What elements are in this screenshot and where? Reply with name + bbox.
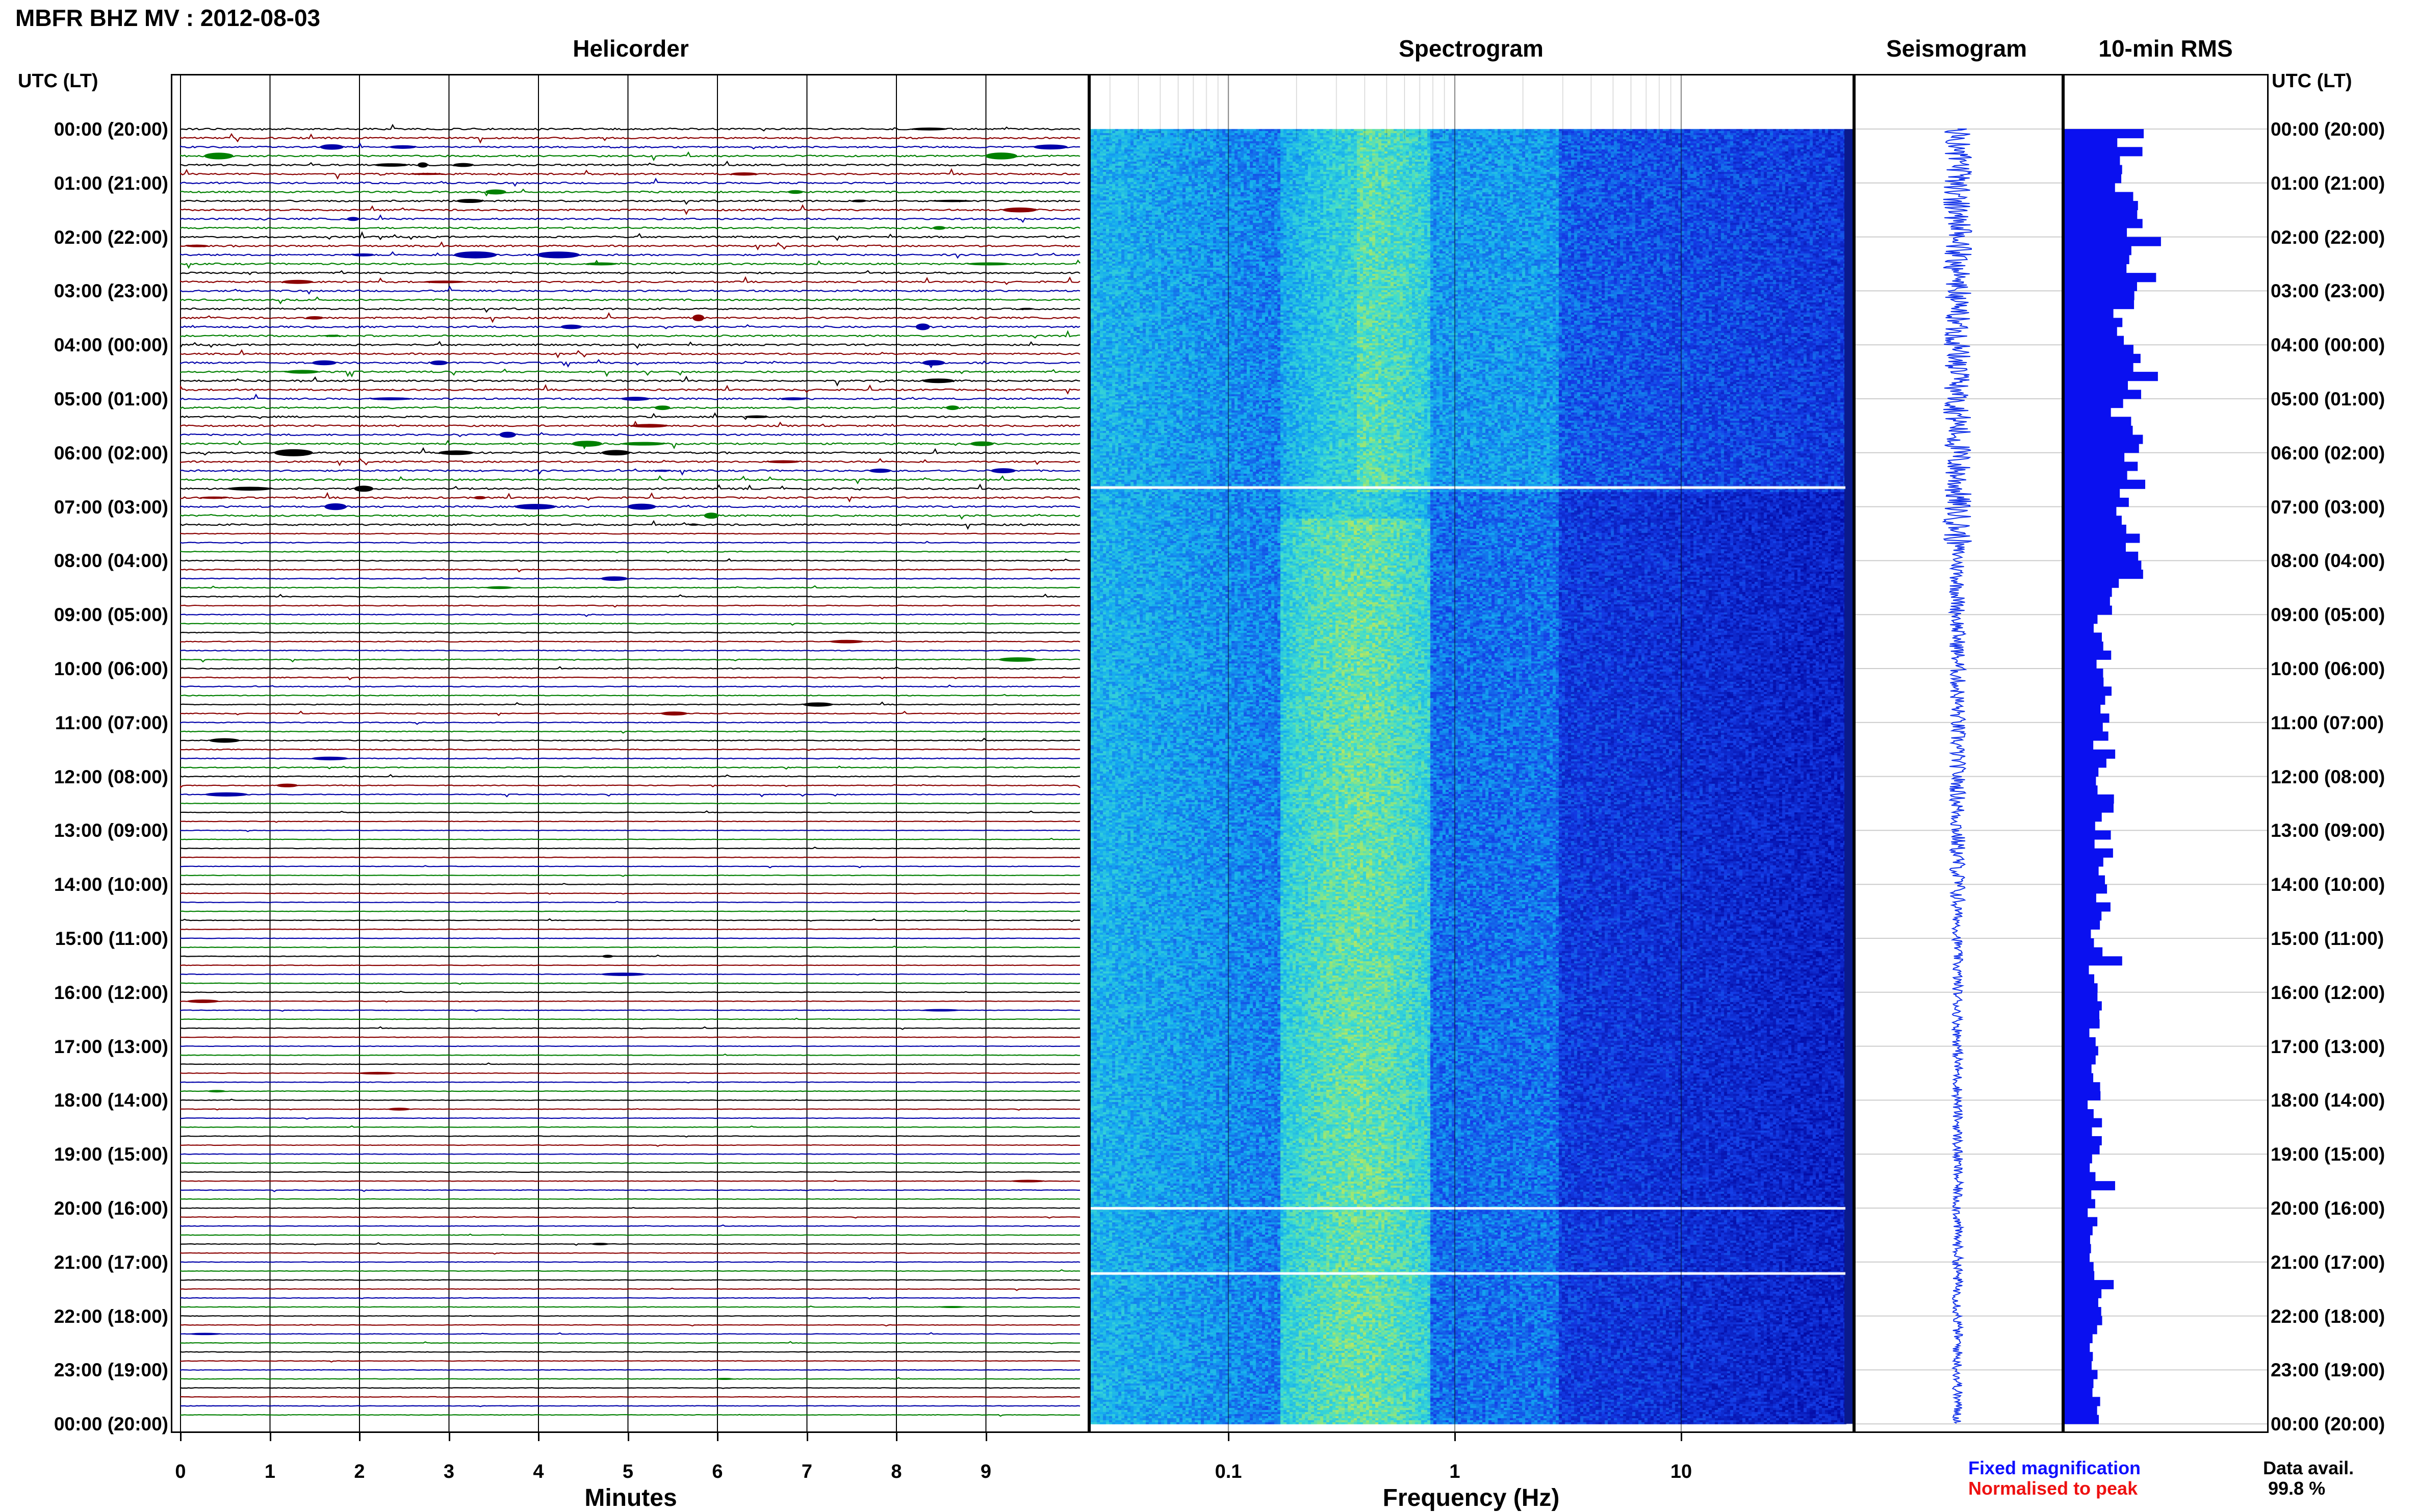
minute-tick	[806, 1433, 808, 1441]
data-availability-label: Data avail.	[2263, 1457, 2354, 1478]
minute-tick	[985, 1433, 987, 1441]
time-label-right: 10:00 (06:00)	[2271, 658, 2385, 679]
time-label-left: 05:00 (01:00)	[54, 389, 168, 409]
seismogram-trace	[1856, 129, 2062, 1425]
frequency-tick-label: 0.1	[1215, 1461, 1242, 1482]
minute-tick-label: 8	[891, 1461, 902, 1482]
helicorder-title: Helicorder	[573, 35, 689, 62]
minute-tick	[538, 1433, 539, 1441]
time-label-left: 17:00 (13:00)	[54, 1036, 168, 1057]
helicorder-traces	[179, 75, 1081, 1431]
time-label-right: 17:00 (13:00)	[2271, 1036, 2385, 1057]
minute-tick	[896, 1433, 897, 1441]
time-label-left: 01:00 (21:00)	[54, 172, 168, 194]
legend-fixed-magnification: Fixed magnification	[1968, 1457, 2141, 1478]
minute-tick-label: 1	[264, 1461, 276, 1482]
spectrogram-panel	[1089, 74, 1854, 1433]
time-label-right: 05:00 (01:00)	[2271, 389, 2385, 409]
rms-panel	[2063, 74, 2269, 1433]
seismogram-panel	[1854, 74, 2063, 1433]
time-label-left: 00:00 (20:00)	[54, 119, 168, 140]
time-label-right: 09:00 (05:00)	[2271, 604, 2385, 626]
time-label-left: 02:00 (22:00)	[54, 226, 168, 248]
frequency-tick	[1228, 1433, 1229, 1441]
rms-bars	[2065, 129, 2267, 1425]
page-title: MBFR BHZ MV : 2012-08-03	[15, 5, 321, 31]
time-label-right: 14:00 (10:00)	[2271, 874, 2385, 895]
time-label-left: 07:00 (03:00)	[54, 496, 168, 518]
utc-lt-header-right: UTC (LT)	[2272, 70, 2352, 92]
minute-tick-label: 2	[354, 1461, 365, 1482]
time-label-right: 08:00 (04:00)	[2271, 550, 2385, 572]
time-label-right: 16:00 (12:00)	[2271, 982, 2385, 1003]
time-label-left: 12:00 (08:00)	[54, 766, 168, 787]
time-label-left: 20:00 (16:00)	[54, 1198, 168, 1219]
spectrogram-title: Spectrogram	[1399, 35, 1544, 62]
time-label-left: 14:00 (10:00)	[54, 874, 168, 895]
minute-tick	[717, 1433, 718, 1441]
time-label-left: 06:00 (02:00)	[54, 442, 168, 464]
time-label-left: 15:00 (11:00)	[55, 928, 168, 949]
time-label-left: 19:00 (15:00)	[54, 1144, 168, 1165]
time-label-right: 13:00 (09:00)	[2271, 820, 2385, 841]
time-label-left: 22:00 (18:00)	[54, 1305, 168, 1327]
time-label-right: 00:00 (20:00)	[2271, 1414, 2385, 1435]
frequency-tick	[1454, 1433, 1456, 1441]
minute-tick	[180, 1433, 182, 1441]
time-label-right: 21:00 (17:00)	[2271, 1251, 2385, 1273]
minute-tick-label: 7	[801, 1461, 813, 1482]
time-label-left: 03:00 (23:00)	[54, 280, 168, 302]
utc-lt-header-left: UTC (LT)	[18, 70, 98, 92]
time-label-right: 00:00 (20:00)	[2271, 119, 2385, 140]
legend-normalised-to-peak: Normalised to peak	[1968, 1478, 2138, 1499]
time-label-left: 13:00 (09:00)	[54, 820, 168, 841]
time-label-right: 02:00 (22:00)	[2271, 226, 2385, 248]
time-label-right: 03:00 (23:00)	[2271, 280, 2385, 302]
time-label-right: 23:00 (19:00)	[2271, 1360, 2385, 1381]
time-label-left: 18:00 (14:00)	[54, 1090, 168, 1111]
time-label-right: 12:00 (08:00)	[2271, 766, 2385, 787]
time-label-right: 18:00 (14:00)	[2271, 1090, 2385, 1111]
time-label-left: 16:00 (12:00)	[54, 982, 168, 1003]
minute-tick-label: 3	[443, 1461, 455, 1482]
data-availability-value: 99.8 %	[2268, 1478, 2326, 1499]
time-label-right: 06:00 (02:00)	[2271, 442, 2385, 464]
minute-tick-label: 4	[533, 1461, 544, 1482]
frequency-tick-label: 10	[1670, 1461, 1692, 1482]
frequency-axis-title: Frequency (Hz)	[1382, 1484, 1560, 1511]
frequency-tick	[1681, 1433, 1682, 1441]
time-label-right: 15:00 (11:00)	[2271, 928, 2384, 949]
minutes-axis-title: Minutes	[584, 1484, 677, 1511]
minute-tick	[448, 1433, 450, 1441]
time-label-right: 01:00 (21:00)	[2271, 172, 2385, 194]
helicorder-panel	[171, 74, 1089, 1433]
rms-title: 10-min RMS	[2098, 35, 2233, 62]
time-label-right: 11:00 (07:00)	[2271, 712, 2384, 733]
minute-tick-label: 5	[622, 1461, 634, 1482]
time-label-left: 10:00 (06:00)	[54, 658, 168, 679]
time-label-left: 00:00 (20:00)	[54, 1414, 168, 1435]
minute-tick-label: 9	[980, 1461, 992, 1482]
minute-tick	[269, 1433, 271, 1441]
time-label-right: 04:00 (00:00)	[2271, 335, 2385, 356]
time-label-right: 22:00 (18:00)	[2271, 1305, 2385, 1327]
minute-tick	[627, 1433, 629, 1441]
time-label-left: 11:00 (07:00)	[55, 712, 168, 733]
time-label-left: 04:00 (00:00)	[54, 335, 168, 356]
frequency-tick-label: 1	[1449, 1461, 1460, 1482]
minute-tick	[359, 1433, 361, 1441]
spectrogram-image	[1091, 75, 1853, 1431]
time-label-right: 20:00 (16:00)	[2271, 1198, 2385, 1219]
time-label-left: 23:00 (19:00)	[54, 1360, 168, 1381]
seismogram-title: Seismogram	[1886, 35, 2027, 62]
minute-tick-label: 0	[175, 1461, 186, 1482]
time-label-left: 21:00 (17:00)	[54, 1251, 168, 1273]
time-label-left: 09:00 (05:00)	[54, 604, 168, 626]
minute-tick-label: 6	[712, 1461, 723, 1482]
time-label-right: 07:00 (03:00)	[2271, 496, 2385, 518]
time-label-left: 08:00 (04:00)	[54, 550, 168, 572]
time-label-right: 19:00 (15:00)	[2271, 1144, 2385, 1165]
